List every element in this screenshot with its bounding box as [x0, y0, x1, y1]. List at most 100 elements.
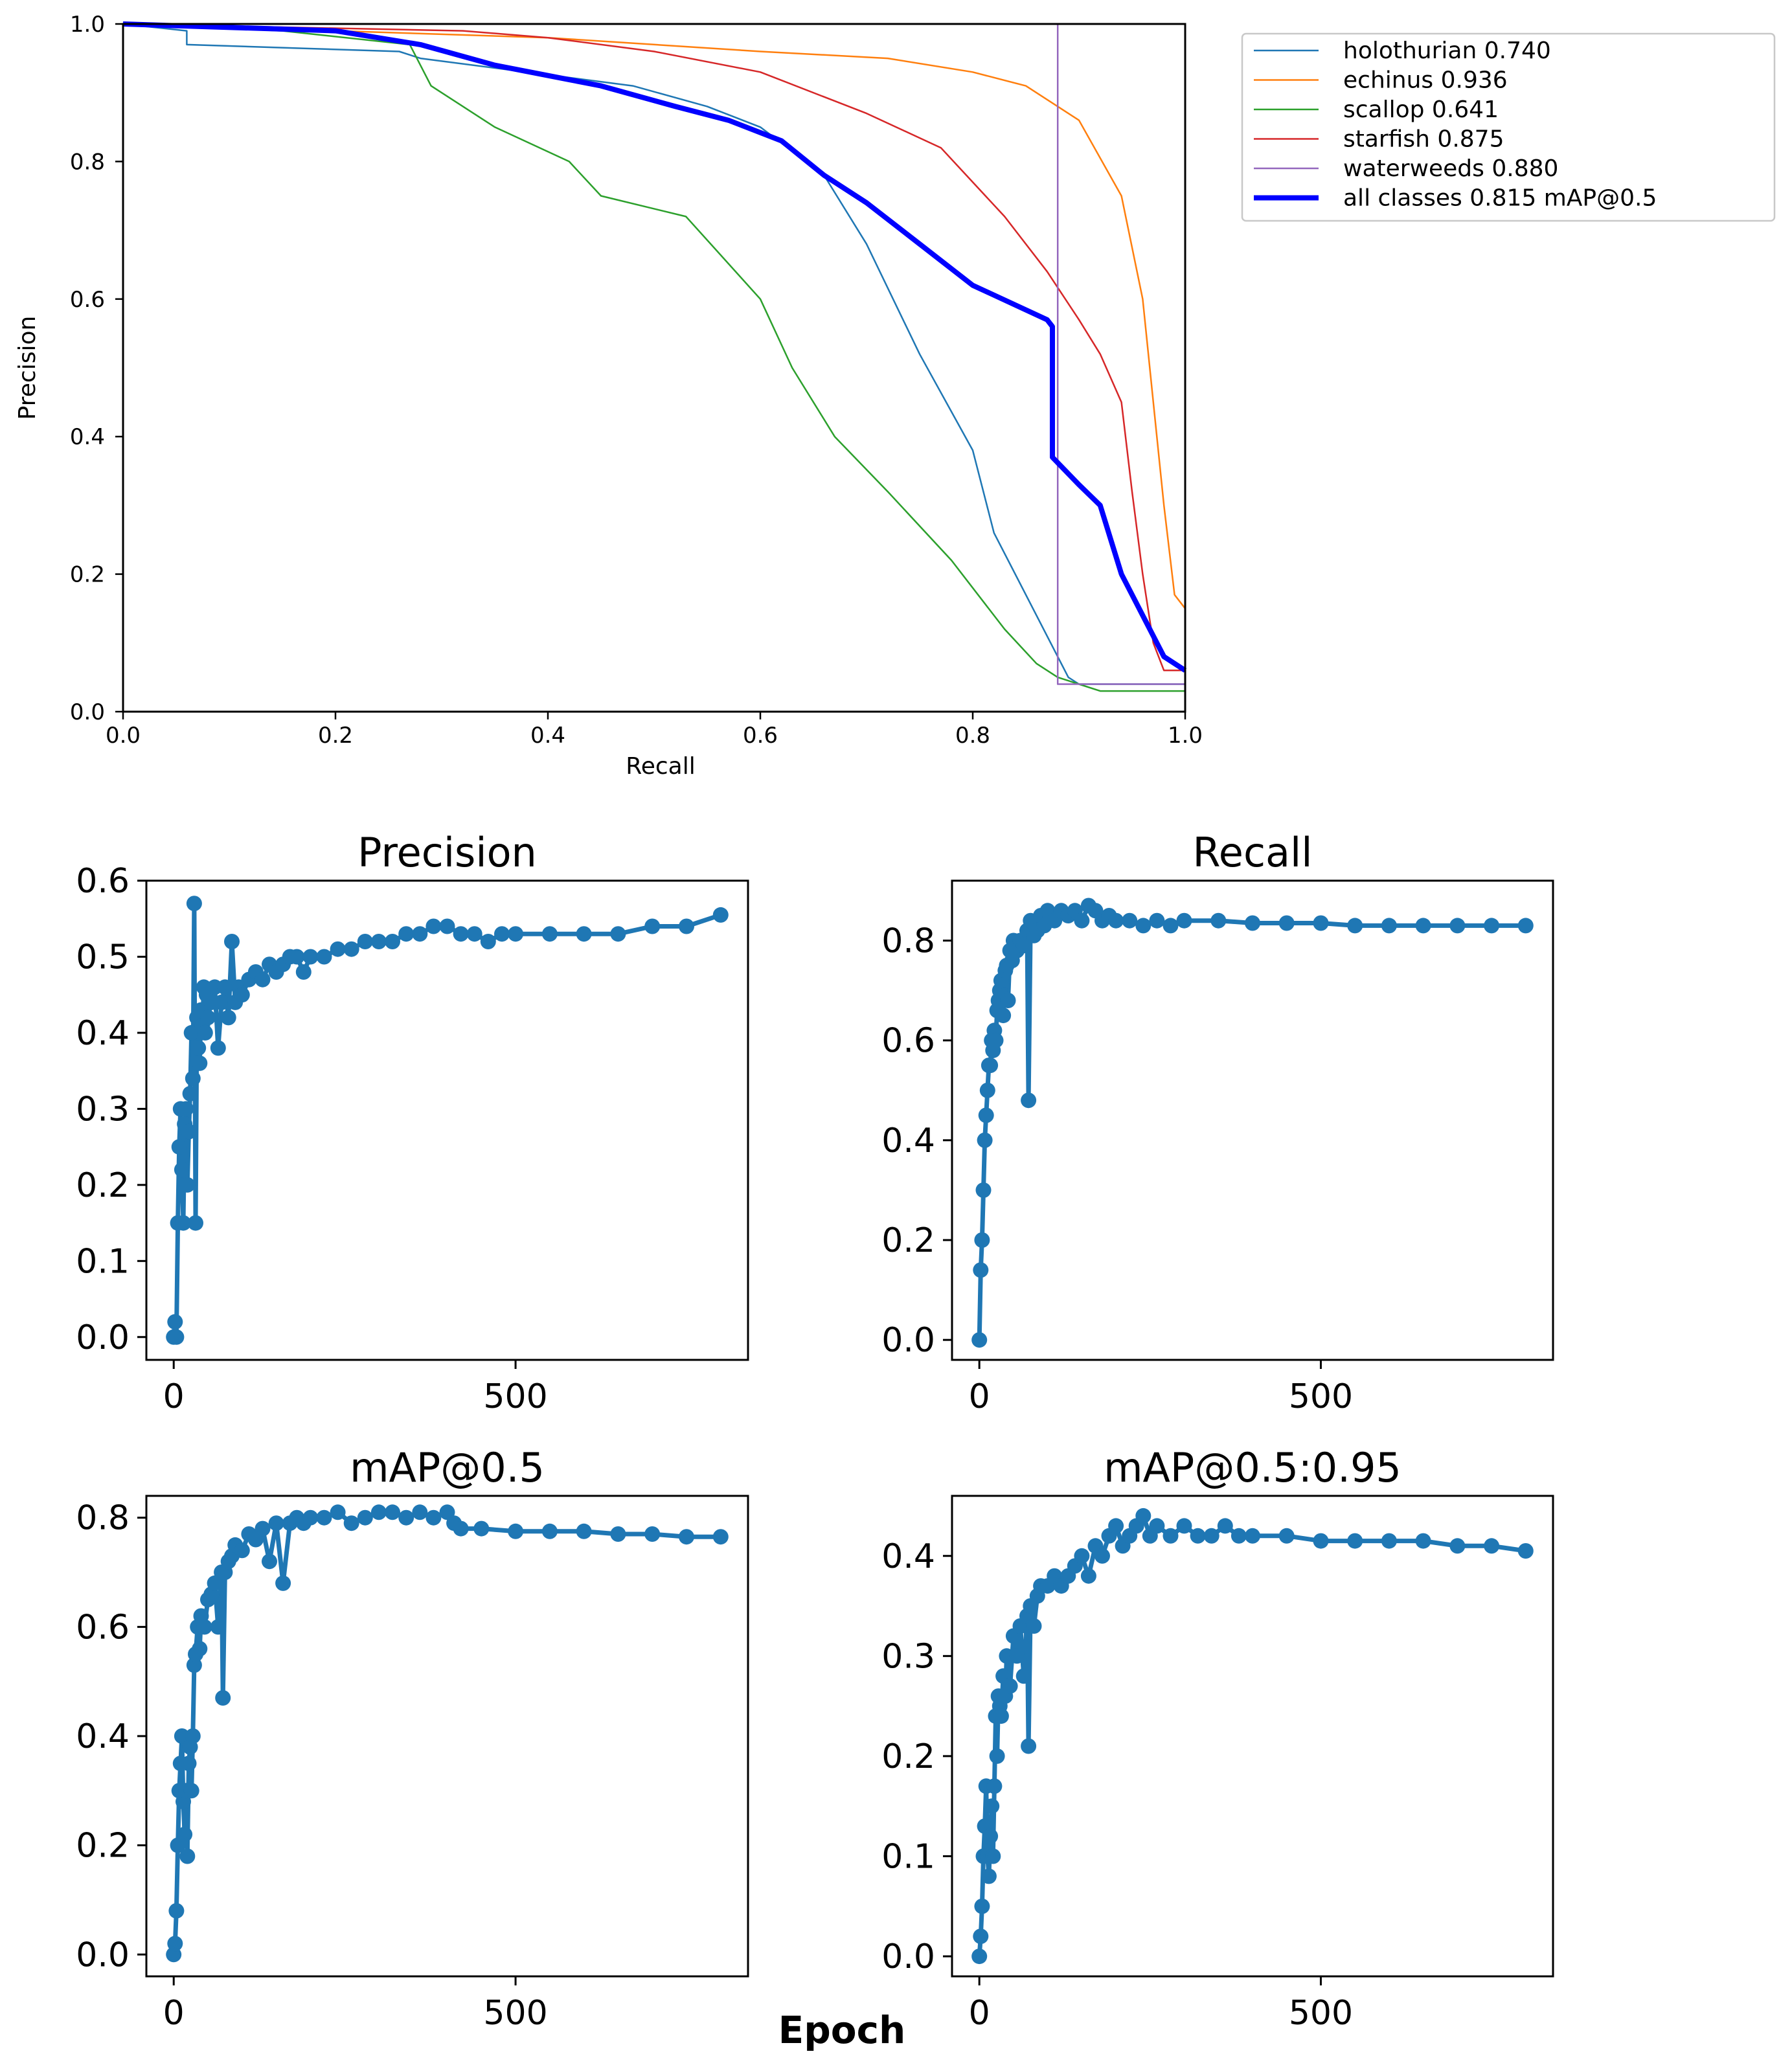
map50-95-epoch-data-point — [1190, 1528, 1206, 1544]
map50-95-epoch-data-point — [985, 1848, 1001, 1864]
precision-epoch-y-tick-label: 0.2 — [76, 1166, 130, 1205]
map50-epoch-y-tick-label: 0.2 — [76, 1827, 130, 1866]
map50-epoch-data-point — [210, 1619, 226, 1635]
recall-epoch-data-point — [982, 1057, 999, 1074]
precision-epoch-data-point — [186, 896, 202, 912]
map50-95-epoch-data-point — [1080, 1568, 1096, 1584]
precision-epoch-data-point — [398, 926, 414, 942]
map50-epoch-data-point — [398, 1509, 414, 1526]
recall-epoch-x-tick-label: 500 — [1289, 1377, 1353, 1416]
precision-epoch-data-point — [176, 1215, 191, 1231]
map50-epoch-data-point — [508, 1523, 524, 1539]
map50-95-epoch-y-tick-label: 0.4 — [881, 1537, 935, 1576]
precision-epoch-data-point — [214, 994, 230, 1010]
precision-epoch-y-tick-label: 0.4 — [76, 1014, 130, 1053]
map50-epoch-data-point — [179, 1848, 196, 1864]
map50-95-epoch-data-point — [1026, 1618, 1042, 1634]
precision-epoch-data-point — [210, 1040, 226, 1056]
map50-95-epoch-data-point — [986, 1778, 1003, 1794]
pr-legend-label-3: starfish 0.875 — [1343, 126, 1504, 153]
map50-epoch-data-point — [412, 1504, 428, 1520]
precision-epoch-data-point — [425, 918, 442, 934]
map50-epoch-data-point — [255, 1520, 271, 1537]
map50-epoch-x-tick-label: 0 — [163, 1994, 185, 2033]
precision-epoch-data-point — [295, 964, 312, 980]
precision-epoch-data-point — [289, 949, 305, 965]
precision-epoch-data-point — [255, 971, 271, 988]
map50-epoch-y-tick-label: 0.4 — [76, 1717, 130, 1756]
precision-epoch-data-point — [343, 941, 359, 957]
recall-epoch-data-point — [1484, 918, 1500, 934]
recall-epoch-data-point — [1149, 912, 1165, 929]
precision-epoch-title: Precision — [357, 829, 537, 876]
map50-epoch-data-point — [181, 1756, 197, 1772]
map50-epoch-y-tick-label: 0.0 — [76, 1936, 130, 1974]
epoch-axis-label: Epoch — [778, 2008, 906, 2052]
pr-x-tick-label: 0.2 — [318, 723, 353, 749]
precision-epoch-y-tick-label: 0.5 — [76, 938, 130, 977]
map50-95-epoch-title: mAP@0.5:0.95 — [1104, 1444, 1401, 1491]
recall-epoch-data-point — [1000, 993, 1016, 1008]
map50-epoch-data-point — [712, 1529, 729, 1545]
pr-y-tick-label: 0.4 — [70, 424, 105, 450]
pr-legend-frame — [1241, 32, 1776, 222]
precision-epoch-data-point — [644, 918, 661, 934]
precision-epoch-data-point — [508, 926, 524, 942]
map50-95-epoch-data-point — [1484, 1538, 1500, 1554]
pr-x-tick-label: 1.0 — [1168, 723, 1203, 749]
pr-legend-label-0: holothurian 0.740 — [1343, 38, 1551, 64]
map50-epoch-data-point — [167, 1936, 183, 1952]
pr-y-axis-label: Precision — [14, 316, 41, 420]
map50-95-epoch-x-tick-label: 500 — [1289, 1994, 1353, 2033]
map50-95-epoch-y-tick-label: 0.1 — [881, 1838, 935, 1877]
recall-epoch-data-point — [1245, 915, 1260, 931]
map50-95-epoch-data-point — [1094, 1548, 1110, 1564]
map50-95-epoch-data-point — [974, 1898, 990, 1914]
precision-epoch-data-point — [302, 949, 319, 965]
map50-epoch-data-point — [385, 1504, 400, 1520]
precision-epoch-data-point — [480, 934, 496, 949]
recall-epoch-y-tick-label: 0.4 — [881, 1122, 935, 1160]
precision-epoch-data-point — [182, 1085, 198, 1101]
pr-legend-label-4: waterweeds 0.880 — [1343, 155, 1558, 182]
recall-epoch-data-point — [1163, 918, 1179, 934]
recall-epoch-data-point — [1381, 918, 1397, 934]
recall-epoch-data-point — [1415, 918, 1431, 934]
map50-95-epoch-chart: 0 500 0.0 0.1 0.2 0.3 0.4 mAP@0.5:0.95 — [881, 1444, 1554, 2033]
map50-95-epoch-data-point — [1313, 1533, 1329, 1549]
map50-95-epoch-y-tick-label: 0.0 — [881, 1937, 935, 1976]
map50-epoch-y-tick-label: 0.8 — [76, 1499, 130, 1538]
map50-95-epoch-data-point — [981, 1868, 997, 1884]
recall-epoch-data-point — [988, 1032, 1004, 1048]
precision-epoch-data-point — [197, 1024, 213, 1041]
map50-95-epoch-data-point — [1108, 1518, 1124, 1534]
map50-epoch-data-point — [610, 1526, 626, 1542]
map50-95-epoch-data-point — [1149, 1518, 1165, 1534]
recall-epoch-data-point — [979, 1082, 995, 1098]
precision-epoch-data-point — [370, 934, 387, 949]
precision-epoch-data-point — [234, 987, 250, 1003]
precision-epoch-data-point — [412, 926, 428, 942]
recall-epoch-data-point — [1210, 912, 1227, 929]
map50-95-epoch-data-point — [989, 1748, 1005, 1764]
pr-plot-frame — [122, 23, 1186, 713]
recall-epoch-data-point — [1108, 912, 1124, 929]
precision-epoch-data-point — [171, 1139, 187, 1155]
recall-epoch-y-tick-label: 0.6 — [881, 1022, 935, 1061]
recall-epoch-data-point — [1021, 1092, 1037, 1109]
precision-epoch-x-tick-label: 500 — [483, 1377, 547, 1416]
recall-epoch-data-point — [978, 1107, 994, 1124]
recall-epoch-data-point — [1449, 918, 1466, 934]
map50-epoch-data-point — [343, 1515, 359, 1531]
precision-epoch-data-point — [183, 1024, 199, 1041]
precision-epoch-y-tick-label: 0.0 — [76, 1318, 130, 1357]
recall-epoch-data-point — [1074, 912, 1090, 929]
pr-legend-label-1: echinus 0.936 — [1343, 67, 1508, 94]
recall-epoch-x-tick-label: 0 — [969, 1377, 990, 1416]
recall-epoch-data-point — [971, 1332, 988, 1348]
precision-epoch-data-point — [439, 918, 455, 934]
map50-epoch-data-point — [357, 1509, 373, 1526]
precision-epoch-data-point — [167, 1314, 183, 1330]
map50-95-epoch-data-point — [1347, 1533, 1363, 1549]
